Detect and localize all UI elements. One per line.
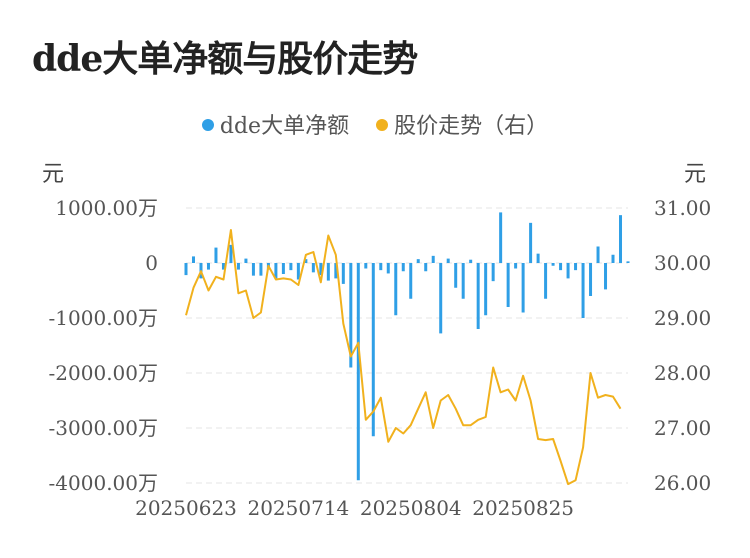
legend-dot-blue bbox=[201, 119, 214, 131]
dde-bar bbox=[596, 246, 600, 263]
dde-bar bbox=[491, 263, 495, 282]
legend-item-dde[interactable]: dde大单净额 bbox=[201, 108, 350, 140]
dde-bar bbox=[394, 263, 398, 316]
dde-bar bbox=[446, 258, 450, 263]
right-tick-label: 29.00 bbox=[654, 306, 711, 330]
dde-bar bbox=[289, 263, 293, 271]
x-tick-label: 20250714 bbox=[247, 496, 349, 520]
dde-bar bbox=[274, 263, 278, 279]
dde-bar bbox=[581, 263, 585, 318]
dde-bar bbox=[296, 263, 300, 280]
dde-bar bbox=[236, 263, 240, 270]
dde-bar bbox=[424, 263, 428, 272]
dde-bar bbox=[574, 263, 578, 271]
dde-bar bbox=[364, 263, 368, 269]
dde-bar bbox=[529, 222, 533, 263]
dde-bar bbox=[416, 259, 420, 263]
dde-bar bbox=[379, 263, 383, 271]
right-axis-unit: 元 bbox=[684, 162, 707, 187]
chart-title: dde大单净额与股价走势 bbox=[32, 38, 418, 80]
dde-bar bbox=[356, 263, 360, 481]
left-axis-unit: 元 bbox=[42, 162, 65, 187]
dde-bar bbox=[386, 263, 390, 274]
dde-bar bbox=[521, 263, 525, 313]
x-tick-label: 20250804 bbox=[360, 496, 462, 520]
dde-bar bbox=[349, 263, 353, 368]
legend-item-price[interactable]: 股价走势（右） bbox=[376, 108, 548, 140]
dde-bar bbox=[514, 263, 518, 269]
dde-bar bbox=[281, 263, 285, 274]
dde-bar bbox=[506, 263, 510, 307]
left-tick-label: -1000.00万 bbox=[49, 306, 158, 330]
dde-bar bbox=[229, 244, 233, 263]
dde-bar bbox=[311, 263, 315, 273]
legend-label-dde: dde大单净额 bbox=[219, 114, 350, 139]
left-tick-label: -4000.00万 bbox=[49, 471, 158, 495]
left-tick-label: -3000.00万 bbox=[49, 416, 158, 440]
dde-bar bbox=[551, 263, 555, 266]
dde-bar bbox=[469, 259, 473, 263]
x-tick-label: 20250623 bbox=[135, 496, 237, 520]
dde-bar bbox=[401, 263, 405, 272]
dde-bar bbox=[439, 263, 443, 334]
dde-bar bbox=[476, 263, 480, 329]
dde-bar bbox=[559, 263, 563, 271]
dde-bar bbox=[221, 263, 225, 270]
price-line bbox=[185, 229, 622, 486]
dde-bar bbox=[454, 263, 458, 288]
dde-bar bbox=[484, 263, 488, 316]
dde-bar bbox=[409, 263, 413, 299]
dde-bar bbox=[619, 215, 623, 263]
dde-bar bbox=[499, 212, 503, 263]
dde-bar bbox=[244, 258, 248, 263]
dde-bar bbox=[536, 253, 540, 263]
dde-bar bbox=[304, 259, 308, 263]
left-tick-label: -2000.00万 bbox=[49, 361, 158, 385]
dde-bar bbox=[589, 263, 593, 296]
dde-bar bbox=[461, 263, 465, 299]
dde-bar bbox=[604, 263, 608, 290]
dde-bar bbox=[544, 263, 548, 299]
right-tick-label: 28.00 bbox=[654, 361, 711, 385]
dde-bar bbox=[371, 263, 375, 437]
dde-bar bbox=[566, 263, 570, 279]
dde-bar bbox=[319, 263, 323, 276]
dde-bar bbox=[326, 263, 330, 281]
dde-bar bbox=[251, 263, 255, 276]
dde-bar bbox=[431, 255, 435, 263]
left-tick-label: 1000.00万 bbox=[55, 196, 158, 220]
legend-label-price: 股价走势（右） bbox=[394, 114, 549, 139]
dde-bar bbox=[341, 263, 345, 284]
dde-bar bbox=[334, 263, 338, 279]
right-tick-label: 27.00 bbox=[654, 416, 711, 440]
dde-bar bbox=[626, 261, 630, 263]
dde-bar bbox=[611, 254, 615, 263]
right-tick-label: 31.00 bbox=[654, 196, 711, 220]
dde-bar bbox=[214, 247, 218, 263]
left-tick-label: 0 bbox=[145, 251, 158, 275]
legend-dot-orange bbox=[376, 119, 389, 131]
dde-bar bbox=[191, 256, 195, 263]
right-tick-label: 30.00 bbox=[654, 251, 711, 275]
dde-bar bbox=[259, 263, 263, 276]
right-tick-label: 26.00 bbox=[654, 471, 711, 495]
dde-bar bbox=[206, 263, 210, 270]
x-tick-label: 20250825 bbox=[472, 496, 574, 520]
legend: dde大单净额 股价走势（右） bbox=[0, 108, 750, 140]
dde-bar bbox=[184, 263, 188, 276]
